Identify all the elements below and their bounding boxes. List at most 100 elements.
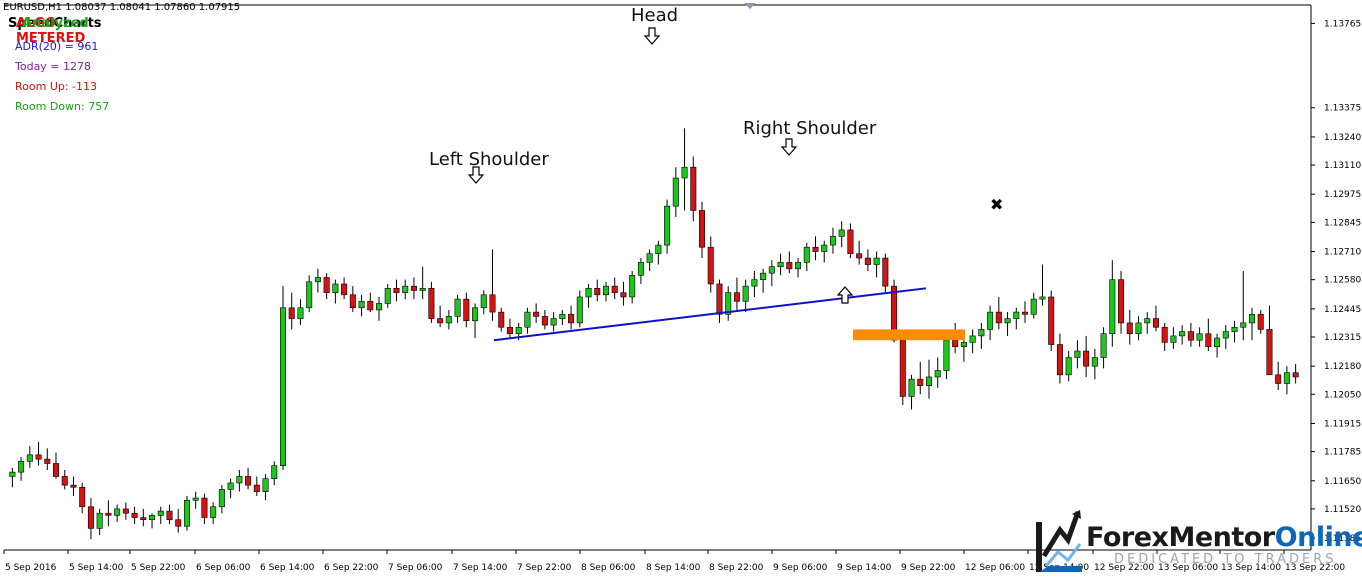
bull-candle bbox=[1074, 350, 1081, 358]
bear-candle bbox=[620, 292, 627, 298]
bear-candle bbox=[122, 508, 129, 514]
bear-candle bbox=[70, 484, 77, 488]
bull-candle bbox=[419, 288, 426, 291]
bear-candle bbox=[594, 288, 601, 296]
bull-candle bbox=[1222, 331, 1229, 339]
bear-candle bbox=[489, 294, 496, 313]
left-shoulder-annotation: Left Shoulder bbox=[429, 149, 549, 170]
bear-candle bbox=[733, 292, 740, 302]
symbol-info: EURUSD,H1 1.08037 1.08041 1.07860 1.0791… bbox=[3, 2, 241, 13]
x-tick-label: 8 Sep 06:00 bbox=[581, 563, 636, 573]
bull-candle bbox=[358, 300, 365, 309]
bull-candle bbox=[1144, 318, 1151, 324]
bull-candle bbox=[672, 177, 679, 207]
bear-candle bbox=[349, 294, 356, 309]
bear-candle bbox=[410, 285, 417, 291]
bull-candle bbox=[742, 285, 749, 302]
x-tick-label: 6 Sep 06:00 bbox=[196, 563, 251, 573]
x-tick-label: 13 Sep 06:00 bbox=[1158, 563, 1218, 573]
y-tick-label: 1.11385 bbox=[1324, 534, 1361, 544]
bear-candle bbox=[716, 283, 723, 315]
bull-candle bbox=[332, 283, 339, 293]
bull-candle bbox=[725, 292, 732, 315]
x-tick-label: 9 Sep 06:00 bbox=[773, 563, 828, 573]
bear-candle bbox=[463, 298, 470, 322]
breakout-up-arrow-icon bbox=[836, 286, 854, 304]
x-tick-label: 8 Sep 14:00 bbox=[646, 563, 701, 573]
bull-candle bbox=[646, 253, 653, 263]
x-tick-label: 7 Sep 06:00 bbox=[388, 563, 443, 573]
bull-candle bbox=[960, 342, 967, 348]
bull-candle bbox=[1091, 357, 1098, 367]
bear-candle bbox=[690, 166, 697, 211]
bear-candle bbox=[1152, 318, 1159, 328]
x-tick-label: 5 Sep 14:00 bbox=[69, 563, 124, 573]
overlap-label: ALGO METERED bbox=[16, 16, 86, 46]
x-tick-label: 12 Sep 06:00 bbox=[965, 563, 1025, 573]
bull-candle bbox=[838, 229, 845, 237]
bear-candle bbox=[1118, 279, 1125, 324]
bear-candle bbox=[288, 307, 295, 319]
bull-candle bbox=[314, 277, 321, 283]
bull-candle bbox=[751, 279, 758, 287]
bull-candle bbox=[376, 303, 383, 311]
y-tick-label: 1.12180 bbox=[1324, 362, 1361, 372]
bear-candle bbox=[53, 463, 60, 477]
bull-candle bbox=[1179, 331, 1186, 337]
bear-candle bbox=[166, 510, 173, 521]
bear-candle bbox=[847, 229, 854, 255]
x-tick-label: 13 Sep 22:00 bbox=[1285, 563, 1345, 573]
head-annotation: Head bbox=[631, 5, 679, 26]
y-tick-label: 1.11785 bbox=[1324, 448, 1361, 458]
y-tick-label: 1.13375 bbox=[1324, 104, 1361, 114]
bull-candle bbox=[402, 285, 409, 293]
bull-candle bbox=[1240, 322, 1247, 328]
bull-candle bbox=[1214, 337, 1221, 348]
bull-candle bbox=[760, 272, 767, 280]
bear-candle bbox=[175, 519, 182, 527]
y-tick-label: 1.12845 bbox=[1324, 218, 1361, 228]
bear-candle bbox=[1048, 296, 1055, 345]
bear-candle bbox=[1083, 350, 1090, 367]
x-tick-label: 9 Sep 14:00 bbox=[837, 563, 892, 573]
bull-candle bbox=[192, 497, 199, 501]
y-tick-label: 1.11650 bbox=[1324, 477, 1361, 487]
y-tick-label: 1.12710 bbox=[1324, 248, 1361, 258]
y-tick-label: 1.12315 bbox=[1324, 333, 1361, 343]
bull-candle bbox=[1283, 372, 1290, 384]
bull-candle bbox=[637, 262, 644, 276]
forexmentoronline-logo: ForexMentorOnline DEDICATED TO TRADERS bbox=[1034, 508, 1362, 576]
bear-candle bbox=[541, 316, 548, 326]
x-tick-label: 12 Sep 22:00 bbox=[1094, 563, 1154, 573]
head-down-arrow-icon bbox=[643, 27, 661, 45]
bull-candle bbox=[629, 275, 636, 298]
bear-candle bbox=[1257, 313, 1264, 330]
right-shoulder-annotation: Right Shoulder bbox=[743, 118, 877, 139]
bull-candle bbox=[934, 370, 941, 378]
bull-candle bbox=[26, 454, 33, 462]
bear-candle bbox=[498, 311, 505, 328]
bull-candle bbox=[524, 311, 531, 328]
bear-candle bbox=[786, 262, 793, 270]
bull-candle bbox=[943, 339, 950, 371]
bear-candle bbox=[707, 246, 714, 285]
x-tick-label: 6 Sep 22:00 bbox=[324, 563, 379, 573]
bull-candle bbox=[157, 510, 164, 516]
retest-zone bbox=[853, 329, 965, 341]
overlap-label: Analyzed bbox=[22, 16, 89, 31]
bear-candle bbox=[699, 210, 706, 248]
bull-candle bbox=[96, 512, 103, 529]
right-shoulder-down-arrow-icon bbox=[780, 138, 798, 156]
bull-candle bbox=[655, 244, 662, 255]
overlap-label: SpeedCharts bbox=[8, 16, 102, 31]
bull-candle bbox=[18, 461, 25, 473]
x-tick-label: 8 Sep 22:00 bbox=[709, 563, 764, 573]
y-tick-label: 1.11520 bbox=[1324, 505, 1361, 515]
bear-candle bbox=[253, 484, 260, 492]
y-tick-label: 1.13240 bbox=[1324, 133, 1361, 143]
bear-candle bbox=[917, 378, 924, 386]
y-tick-label: 1.12580 bbox=[1324, 276, 1361, 286]
x-tick-label: 5 Sep 22:00 bbox=[131, 563, 186, 573]
